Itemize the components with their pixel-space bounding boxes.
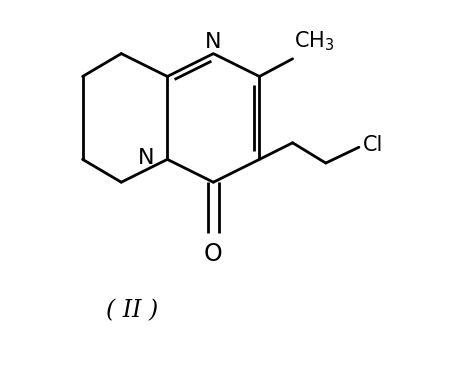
Text: N: N [205, 32, 222, 52]
Text: N: N [138, 147, 154, 168]
Text: ( II ): ( II ) [106, 299, 158, 322]
Text: Cl: Cl [363, 135, 383, 155]
Text: O: O [204, 242, 223, 266]
Text: CH$_3$: CH$_3$ [294, 30, 335, 53]
